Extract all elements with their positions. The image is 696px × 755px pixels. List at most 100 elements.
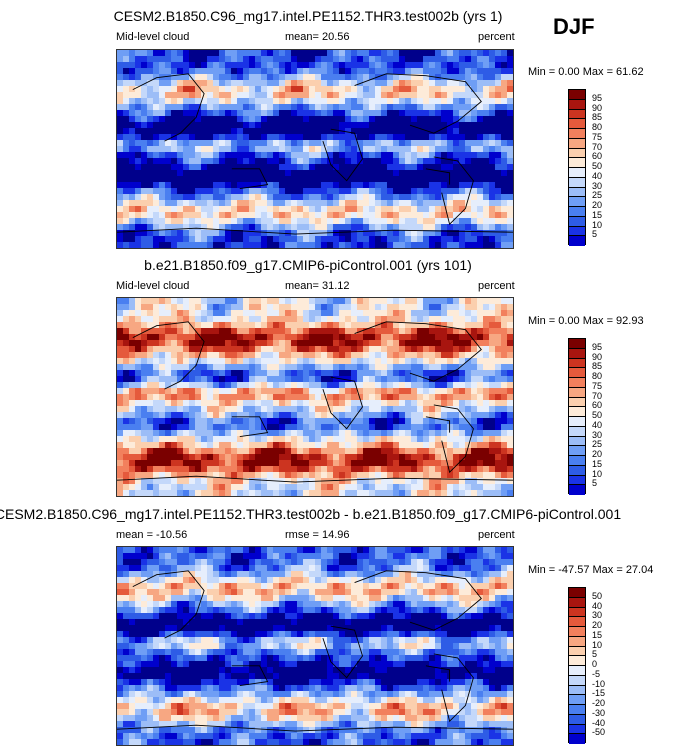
map-cell	[441, 484, 448, 491]
map-cell	[423, 212, 430, 219]
map-cell	[165, 98, 172, 105]
map-cell	[201, 224, 208, 231]
map-cell	[189, 50, 196, 57]
map-cell	[279, 358, 286, 365]
map-cell	[315, 346, 322, 353]
map-cell	[465, 454, 472, 461]
map-cell	[231, 472, 238, 479]
map-cell	[339, 68, 346, 75]
map-cell	[177, 655, 184, 662]
map-cell	[129, 448, 136, 455]
map-cell	[165, 442, 172, 449]
map-cell	[381, 230, 388, 237]
map-cell	[435, 436, 442, 443]
map-cell	[453, 158, 460, 165]
map-cell	[309, 340, 316, 347]
map-cell	[477, 104, 484, 111]
map-cell	[279, 430, 286, 437]
map-cell	[147, 134, 154, 141]
map-cell	[399, 340, 406, 347]
map-cell	[459, 230, 466, 237]
map-cell	[261, 236, 268, 243]
map-cell	[393, 230, 400, 237]
map-cell	[459, 158, 466, 165]
map-cell	[171, 176, 178, 183]
map-cell	[267, 68, 274, 75]
map-cell	[279, 56, 286, 63]
map-cell	[165, 649, 172, 656]
map-cell	[171, 194, 178, 201]
map-cell	[459, 340, 466, 347]
map-cell	[339, 242, 346, 248]
map-cell	[327, 430, 334, 437]
map-cell	[213, 394, 220, 401]
map-cell	[351, 86, 358, 93]
map-cell	[423, 322, 430, 329]
map-cell	[123, 685, 130, 692]
map-cell	[471, 490, 478, 496]
map-cell	[381, 328, 388, 335]
map-cell	[405, 176, 412, 183]
map-cell	[279, 128, 286, 135]
map-cell	[363, 122, 370, 129]
map-cell	[477, 146, 484, 153]
map-cell	[159, 370, 166, 377]
map-cell	[489, 310, 496, 317]
map-cell	[423, 170, 430, 177]
map-cell	[141, 188, 148, 195]
map-cell	[477, 328, 484, 335]
map-cell	[363, 370, 370, 377]
map-cell	[417, 188, 424, 195]
map-cell	[165, 388, 172, 395]
map-cell	[207, 164, 214, 171]
map-cell	[327, 352, 334, 359]
map-cell	[279, 68, 286, 75]
map-cell	[345, 358, 352, 365]
map-cell	[189, 583, 196, 590]
map-cell	[165, 643, 172, 650]
map-cell	[177, 619, 184, 626]
map-cell	[411, 236, 418, 243]
map-cell	[429, 376, 436, 383]
map-cell	[315, 322, 322, 329]
map-cell	[219, 478, 226, 485]
map-cell	[117, 200, 124, 207]
map-cell	[423, 98, 430, 105]
map-cell	[141, 406, 148, 413]
map-cell	[153, 571, 160, 578]
map-cell	[129, 649, 136, 656]
map-cell	[345, 176, 352, 183]
map-cell	[381, 418, 388, 425]
map-cell	[291, 224, 298, 231]
map-cell	[303, 448, 310, 455]
map-cell	[393, 194, 400, 201]
map-cell	[315, 104, 322, 111]
map-cell	[255, 194, 262, 201]
map-cell	[153, 484, 160, 491]
map-cell	[147, 80, 154, 87]
map-cell	[333, 242, 340, 248]
map-cell	[483, 322, 490, 329]
map-cell	[135, 212, 142, 219]
map-cell	[465, 80, 472, 87]
map-cell	[321, 104, 328, 111]
map-cell	[261, 62, 268, 69]
map-cell	[291, 56, 298, 63]
map-cell	[141, 310, 148, 317]
map-cell	[477, 170, 484, 177]
map-cell	[261, 442, 268, 449]
map-cell	[135, 589, 142, 596]
map-cell	[273, 370, 280, 377]
map-cell	[423, 56, 430, 63]
map-cell	[429, 68, 436, 75]
map-cell	[489, 370, 496, 377]
map-cell	[255, 146, 262, 153]
map-cell	[309, 146, 316, 153]
map-cell	[309, 298, 316, 305]
map-cell	[177, 697, 184, 704]
map-cell	[375, 224, 382, 231]
map-cell	[189, 691, 196, 698]
map-cell	[177, 703, 184, 710]
map-cell	[243, 176, 250, 183]
map-cell	[183, 442, 190, 449]
